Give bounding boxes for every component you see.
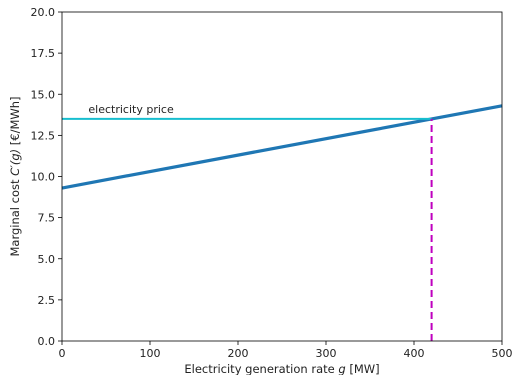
x-axis-label: Electricity generation rate g [MW]: [184, 362, 379, 375]
x-tick-label: 100: [140, 347, 161, 360]
y-axis-label: Marginal cost C′(g) [€/MWh]: [8, 96, 22, 256]
y-tick-label: 20.0: [31, 6, 56, 19]
x-tick-label: 0: [59, 347, 66, 360]
y-tick-label: 5.0: [38, 253, 56, 266]
x-tick-label: 400: [404, 347, 425, 360]
y-tick-label: 0.0: [38, 335, 56, 348]
x-tick-label: 300: [316, 347, 337, 360]
series-layer: [61, 104, 503, 341]
y-tick-label: 12.5: [31, 129, 56, 142]
y-tick-label: 15.0: [31, 88, 56, 101]
y-tick-label: 17.5: [31, 47, 56, 60]
x-tick-label: 500: [492, 347, 513, 360]
annotation-layer: electricity price: [88, 103, 174, 116]
y-tick-label: 10.0: [31, 171, 56, 184]
x-axis-ticks: 0 100 200 300 400 500: [59, 341, 513, 360]
annotation-label-1: electricity price: [88, 103, 174, 116]
x-tick-label: 200: [228, 347, 249, 360]
y-tick-label: 2.5: [38, 294, 56, 307]
y-tick-label: 7.5: [38, 212, 56, 225]
y-axis-ticks: 0.0 2.5 5.0 7.5 10.0 12.5 15.0 17.5 20.0: [31, 6, 62, 348]
plot-background: [62, 12, 502, 341]
